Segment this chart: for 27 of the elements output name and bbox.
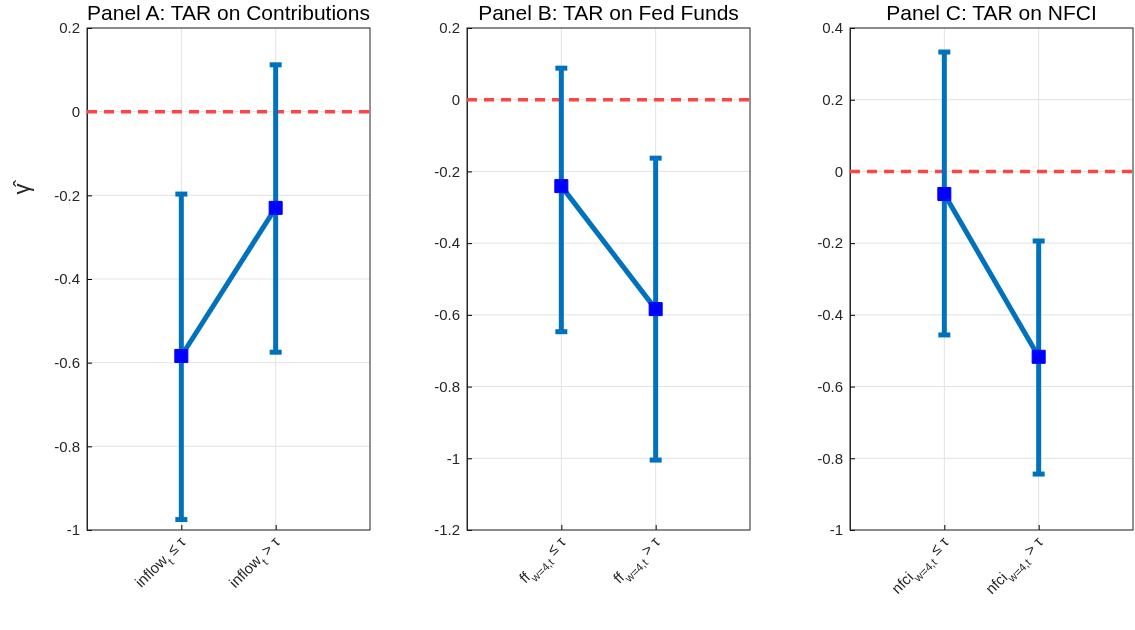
y-tick-label: 0.2 [439, 19, 460, 37]
y-tick-label: 0.2 [59, 19, 80, 37]
y-tick-label: -0.6 [434, 306, 460, 324]
y-tick-label: -1 [66, 521, 80, 539]
y-tick-label: -0.4 [54, 270, 80, 288]
chart-title: Panel B: TAR on Fed Funds [478, 1, 739, 24]
y-tick-label: 0 [71, 102, 80, 120]
y-tick-label: -0.6 [817, 377, 843, 395]
y-tick-label: 0 [834, 162, 843, 180]
y-tick-label: 0.4 [822, 19, 843, 37]
y-tick-label: 0.2 [822, 91, 843, 109]
chart-title: Panel A: TAR on Contributions [87, 1, 370, 24]
chart-title: Panel C: TAR on NFCI [886, 1, 1097, 24]
y-tick-label: -0.8 [54, 437, 80, 455]
y-tick-label: -0.2 [54, 186, 80, 204]
y-tick-label: -0.2 [434, 162, 460, 180]
y-tick-label: -1.2 [434, 521, 460, 539]
y-tick-label: -1 [446, 449, 460, 467]
y-axis-title: γ̂ [9, 179, 34, 195]
y-tick-label: -0.4 [434, 234, 460, 252]
y-tick-label: 0 [451, 91, 460, 109]
y-tick-label: -0.2 [817, 234, 843, 252]
y-tick-label: -0.8 [434, 377, 460, 395]
y-tick-label: -0.6 [54, 353, 80, 371]
y-tick-label: -0.8 [817, 449, 843, 467]
y-tick-label: -0.4 [817, 306, 843, 324]
y-tick-label: -1 [829, 521, 843, 539]
